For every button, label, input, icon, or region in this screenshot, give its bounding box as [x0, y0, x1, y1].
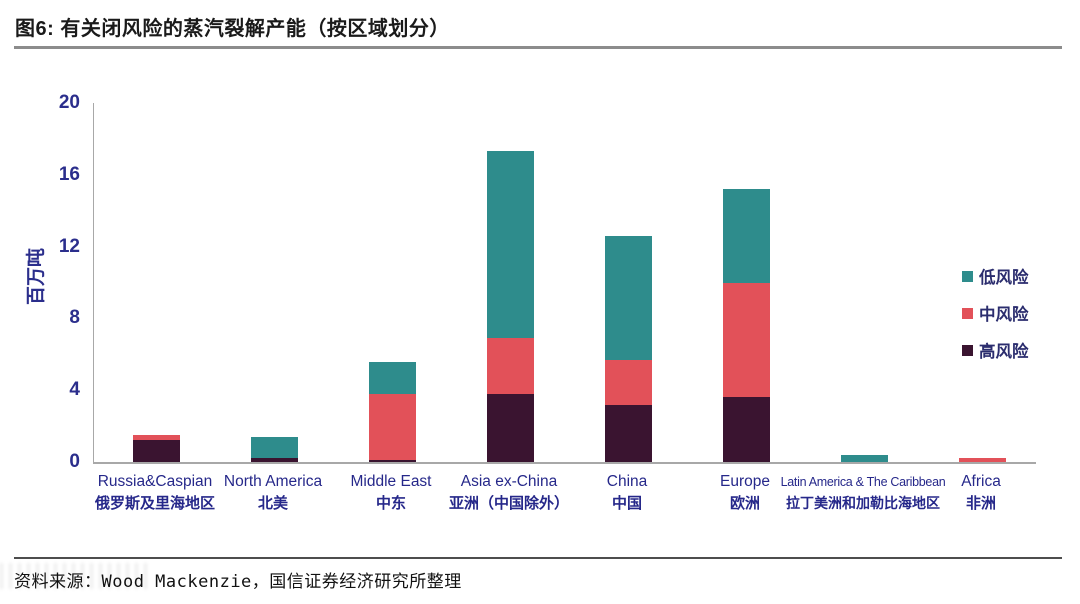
legend-label: 低风险 — [979, 269, 1029, 287]
bar-segment-中风险 — [958, 458, 1006, 462]
chart-title: 图6: 有关闭风险的蒸汽裂解产能（按区域划分） — [15, 18, 450, 40]
category-name-zh: 中国 — [611, 495, 642, 512]
bar-segment-中风险 — [722, 282, 770, 398]
category-name-en: North America — [223, 473, 323, 490]
legend-label: 中风险 — [979, 306, 1029, 324]
bar-segment-低风险 — [368, 361, 416, 394]
category-name-en: Asia ex-China — [460, 473, 558, 490]
bar-segment-中风险 — [132, 435, 180, 441]
legend: 低风险 中风险 高风险 — [962, 264, 1029, 375]
y-tick-label: 16 — [58, 163, 80, 185]
legend-swatch-icon — [962, 344, 973, 356]
legend-swatch-icon — [962, 307, 973, 319]
category-name-en: Latin America & The Caribbean — [780, 475, 946, 489]
bar-segment-低风险 — [486, 151, 534, 339]
y-tick-label: 0 — [69, 451, 80, 472]
y-tick-label: 12 — [58, 235, 80, 257]
category-name-en: China — [606, 473, 648, 490]
legend-label: 高风险 — [979, 343, 1029, 361]
y-tick-label: 20 — [58, 92, 80, 113]
bar-segment-低风险 — [840, 454, 888, 462]
category-name-zh: 俄罗斯及里海地区 — [94, 495, 216, 512]
bar-segment-高风险 — [722, 397, 770, 462]
title-divider — [14, 46, 1062, 49]
legend-item: 中风险 — [962, 301, 1029, 325]
y-tick-label: 4 — [69, 379, 80, 401]
legend-item: 高风险 — [962, 338, 1029, 362]
category-name-zh: 中东 — [375, 495, 407, 512]
category-name-zh: 北美 — [257, 495, 289, 512]
bar-segment-高风险 — [368, 460, 416, 462]
y-tick-label: 8 — [69, 307, 80, 329]
category-name-zh: 拉丁美洲和加勒比海地区 — [786, 495, 940, 511]
bar-segment-高风险 — [132, 440, 180, 462]
category-name-zh: 非洲 — [965, 495, 996, 512]
footer-divider — [14, 557, 1062, 559]
category-name-en: Europe — [720, 473, 770, 490]
legend-swatch-icon — [962, 270, 973, 282]
y-axis-title: 百万吨 — [26, 247, 47, 305]
bar-segment-高风险 — [486, 393, 534, 462]
category-name-zh: 欧洲 — [729, 495, 761, 512]
bar-segment-中风险 — [604, 359, 652, 405]
legend-item: 低风险 — [962, 264, 1029, 288]
source-note: 资料来源：Wood Mackenzie，国信证券经济研究所整理 — [14, 572, 462, 592]
category-name-en: Middle East — [350, 473, 432, 490]
bar-segment-高风险 — [604, 404, 652, 462]
bar-segment-低风险 — [722, 189, 770, 283]
bar-segment-低风险 — [604, 235, 652, 360]
bar-segment-中风险 — [368, 393, 416, 461]
plot-area — [93, 103, 1036, 464]
category-name-en: Africa — [961, 473, 1001, 490]
bar-segment-低风险 — [250, 436, 298, 459]
category-name-zh: 亚洲（中国除外） — [448, 495, 570, 512]
category-name-en: Russia&Caspian — [97, 473, 213, 490]
bar-segment-中风险 — [486, 338, 534, 394]
bar-segment-高风险 — [250, 458, 298, 462]
